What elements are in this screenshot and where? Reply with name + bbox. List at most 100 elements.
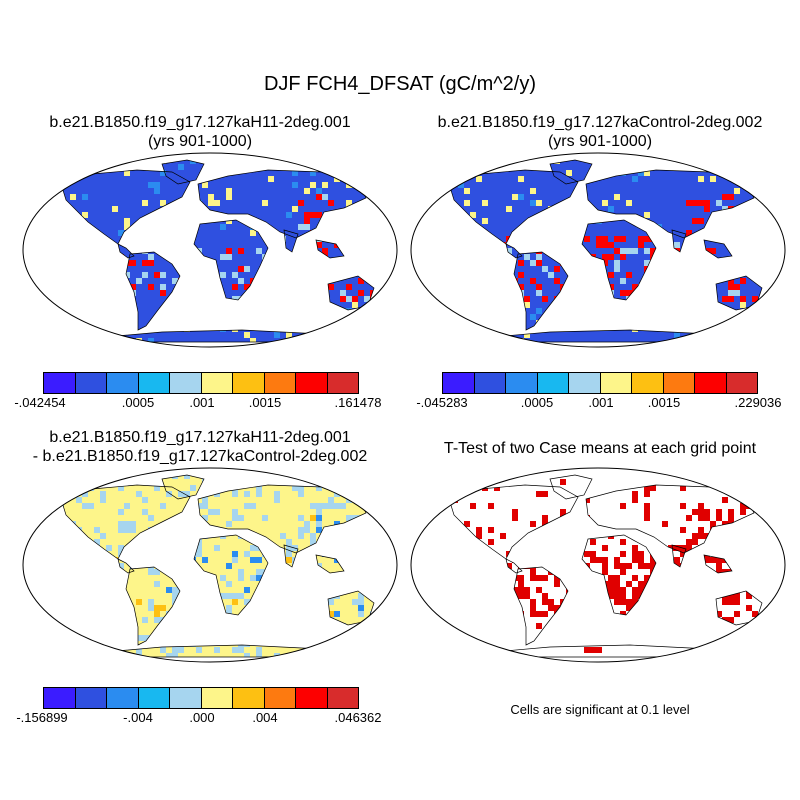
colorbar-swatch [443, 373, 475, 393]
north-america-outline [449, 169, 579, 245]
cb2-label-4: .0015 [647, 395, 681, 410]
central-america-outline [505, 243, 523, 259]
cb3-label-2: -.004 [123, 710, 153, 725]
eurasia-outline [197, 484, 367, 554]
panel-3-title: b.e21.B1850.f19_g17.127kaH11-2deg.001 - … [0, 428, 400, 466]
india-outline [671, 229, 687, 253]
cb3-label-3: .000 [189, 710, 215, 725]
colorbar-swatch [264, 373, 296, 393]
map-case-control [410, 152, 786, 348]
africa-outline [193, 534, 269, 616]
colorbar-swatch [663, 373, 695, 393]
colorbar-swatch [726, 373, 757, 393]
colorbar-swatch [327, 373, 358, 393]
colorbar-swatch [107, 688, 139, 708]
southeast-asia-outline [703, 554, 733, 574]
cb2-label-min: -.045283 [416, 395, 468, 410]
central-america-outline [505, 558, 523, 574]
figure-title: DJF FCH4_DFSAT (gC/m^2/y) [263, 73, 536, 95]
cb3-label-min: -.156899 [16, 710, 68, 725]
map-border [410, 152, 786, 348]
panel-1-years: (yrs 901-1000) [147, 133, 253, 150]
south-america-outline [125, 566, 181, 646]
panel-1-case: b.e21.B1850.f19_g17.127kaH11-2deg.001 [49, 114, 351, 131]
colorbar-swatch [233, 688, 265, 708]
colorbar-swatch [44, 373, 76, 393]
colorbar-swatch [474, 373, 506, 393]
india-outline [671, 544, 687, 568]
eurasia-outline [197, 169, 367, 239]
colorbar-swatch [569, 373, 601, 393]
india-outline [283, 544, 299, 568]
north-america-outline [61, 484, 191, 560]
colorbar-swatch [506, 373, 538, 393]
india-outline [283, 229, 299, 253]
cb3-label-max: .046362 [334, 710, 382, 725]
map-difference [22, 467, 398, 663]
panel-2-years: (yrs 901-1000) [547, 133, 653, 150]
colorbar-swatch [107, 373, 139, 393]
cb2-label-3: .001 [588, 395, 614, 410]
panel-4-title: T-Test of two Case means at each grid po… [400, 439, 800, 458]
southeast-asia-outline [315, 554, 345, 574]
south-america-outline [513, 251, 569, 331]
colorbar-swatch [537, 373, 569, 393]
cb3-label-4: .004 [252, 710, 278, 725]
colorbar-swatch [233, 373, 265, 393]
colorbar-swatch [201, 688, 233, 708]
colorbar-swatch [138, 688, 170, 708]
cb1-label-max: .161478 [334, 395, 382, 410]
central-america-outline [117, 558, 135, 574]
map-ttest [410, 467, 786, 663]
southeast-asia-outline [315, 239, 345, 259]
antarctica-outline [480, 644, 725, 658]
africa-outline [193, 219, 269, 301]
cb1-label-min: -.042454 [14, 395, 66, 410]
colorbar-swatch [695, 373, 727, 393]
south-america-outline [513, 566, 569, 646]
cb2-label-max: .229036 [734, 395, 782, 410]
africa-outline [581, 219, 657, 301]
map-case-h11 [22, 152, 398, 348]
colorbar-swatch [296, 688, 328, 708]
colorbar-swatch [632, 373, 664, 393]
cb1-label-3: .001 [189, 395, 215, 410]
colorbar-swatch [170, 373, 202, 393]
cb1-label-4: .0015 [248, 395, 282, 410]
colorbar-swatch [75, 373, 107, 393]
colorbar-swatch [201, 373, 233, 393]
africa-outline [581, 534, 657, 616]
significance-note: Cells are significant at 0.1 level [510, 702, 690, 717]
panel-3-case: b.e21.B1850.f19_g17.127kaH11-2deg.001 [49, 429, 351, 446]
central-america-outline [117, 243, 135, 259]
colorbar-swatch [264, 688, 296, 708]
colorbar-case-h11 [43, 372, 359, 394]
colorbar-swatch [138, 373, 170, 393]
panel-2-title: b.e21.B1850.f19_g17.127kaControl-2deg.00… [400, 113, 800, 151]
panel-1-title: b.e21.B1850.f19_g17.127kaH11-2deg.001 (y… [0, 113, 400, 151]
cb1-label-2: .0005 [121, 395, 155, 410]
greenland-outline [161, 159, 205, 185]
north-america-outline [61, 169, 191, 245]
colorbar-swatch [327, 688, 358, 708]
north-america-outline [449, 484, 579, 560]
colorbar-swatch [600, 373, 632, 393]
greenland-outline [549, 159, 593, 185]
panel-3-minus-case: - b.e21.B1850.f19_g17.127kaControl-2deg.… [32, 448, 368, 465]
colorbar-swatch [75, 688, 107, 708]
eurasia-outline [585, 169, 755, 239]
cb2-label-2: .0005 [520, 395, 554, 410]
colorbar-difference [43, 687, 359, 709]
map-border [410, 467, 786, 663]
colorbar-swatch [170, 688, 202, 708]
colorbar-case-control [442, 372, 758, 394]
panel-4-ttest-title: T-Test of two Case means at each grid po… [443, 440, 757, 457]
map-border [22, 467, 398, 663]
southeast-asia-outline [703, 239, 733, 259]
colorbar-swatch [44, 688, 76, 708]
greenland-outline [549, 474, 593, 500]
greenland-outline [161, 474, 205, 500]
eurasia-outline [585, 484, 755, 554]
map-border [22, 152, 398, 348]
colorbar-swatch [296, 373, 328, 393]
